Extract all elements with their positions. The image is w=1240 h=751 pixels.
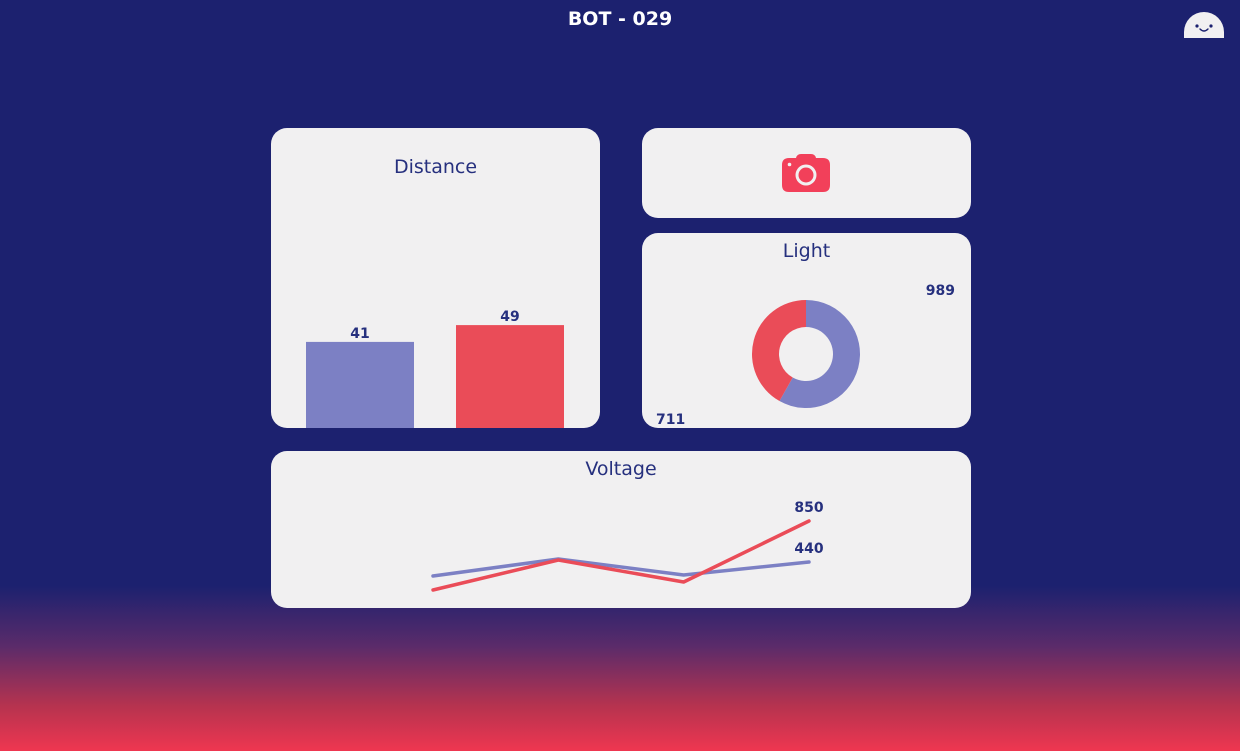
camera-icon — [782, 154, 830, 192]
distance-bar-1 — [306, 341, 414, 428]
distance-bar-label-1: 41 — [350, 326, 369, 342]
voltage-series-line-1 — [431, 557, 811, 578]
distance-bar-2 — [456, 325, 564, 428]
light-chart: 989 711 — [656, 283, 955, 428]
distance-bar-label-2: 49 — [500, 309, 519, 325]
light-card: Light 989 711 — [642, 233, 971, 428]
voltage-series-line-2 — [431, 519, 811, 592]
distance-chart: 41 49 — [306, 309, 564, 428]
voltage-card: Voltage 440 850 — [271, 451, 971, 608]
light-slice-2 — [752, 300, 806, 402]
light-slice-1 — [779, 300, 860, 408]
voltage-title: Voltage — [585, 458, 657, 480]
voltage-end-label-1: 440 — [794, 541, 823, 557]
voltage-end-label-2: 850 — [794, 500, 823, 516]
voltage-chart: 440 850 — [431, 500, 824, 592]
light-title: Light — [782, 240, 831, 262]
page-title: BOT - 029 — [567, 8, 673, 30]
distance-card: Distance 41 49 — [271, 128, 600, 428]
camera-button[interactable] — [782, 154, 830, 192]
light-value-label-1: 989 — [926, 283, 955, 299]
robot-face-icon — [1184, 12, 1224, 38]
avatar[interactable] — [1183, 12, 1225, 38]
light-value-label-2: 711 — [656, 412, 685, 428]
distance-title: Distance — [393, 156, 478, 178]
camera-card — [642, 128, 971, 218]
